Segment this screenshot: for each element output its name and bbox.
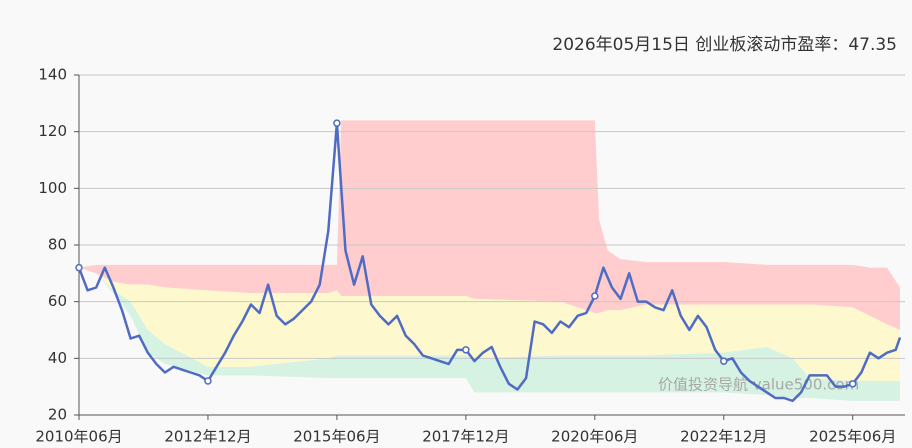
y-tick-label: 40 (48, 349, 67, 367)
y-tick-label: 80 (48, 236, 67, 254)
point-marker (333, 119, 341, 127)
x-tick-label: 2010年06月 (35, 428, 122, 446)
y-tick-label: 20 (48, 406, 67, 424)
y-tick-label: 120 (38, 122, 67, 140)
y-tick-label: 100 (38, 179, 67, 197)
x-tick-label: 2020年06月 (551, 428, 638, 446)
x-tick-label: 2022年12月 (680, 428, 767, 446)
point-marker (204, 377, 212, 385)
x-tick-label: 2012年12月 (164, 428, 251, 446)
point-marker (848, 380, 857, 388)
line (77, 121, 902, 403)
point-marker (462, 346, 470, 354)
x-tick-label: 2025年06月 (809, 428, 896, 446)
y-tick-label: 140 (38, 66, 67, 84)
band (79, 120, 900, 330)
x-tick-label: 2015年06月 (293, 428, 380, 446)
x-tick-label: 2017年12月 (422, 428, 509, 446)
point-marker (591, 292, 599, 300)
chart-title: 2026年05月15日 创业板滚动市盈率：47.35 (552, 35, 897, 55)
point-marker (720, 357, 728, 365)
watermark: 价值投资导航 value500.com (658, 376, 859, 394)
point-marker (75, 263, 83, 272)
y-tick-label: 60 (48, 292, 67, 310)
band (79, 267, 900, 401)
band (79, 267, 900, 381)
